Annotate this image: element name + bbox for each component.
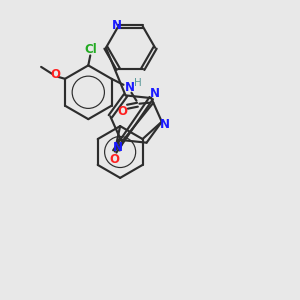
Text: H: H xyxy=(134,78,141,88)
Text: O: O xyxy=(110,153,120,167)
Text: N: N xyxy=(113,141,123,154)
Text: N: N xyxy=(150,87,160,100)
Text: Cl: Cl xyxy=(84,43,97,56)
Text: O: O xyxy=(118,105,128,118)
Text: O: O xyxy=(50,68,60,81)
Text: N: N xyxy=(112,19,122,32)
Text: N: N xyxy=(124,81,134,94)
Text: N: N xyxy=(160,118,170,131)
